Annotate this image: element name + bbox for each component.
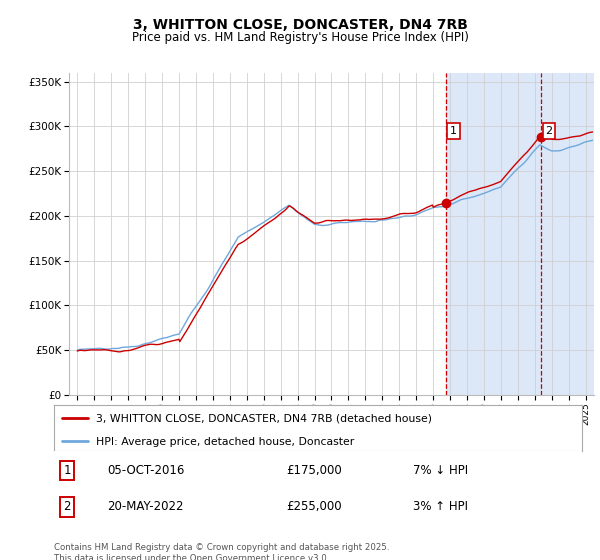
- Text: 2: 2: [545, 126, 553, 136]
- Text: Contains HM Land Registry data © Crown copyright and database right 2025.
This d: Contains HM Land Registry data © Crown c…: [54, 543, 389, 560]
- Text: 1: 1: [64, 464, 71, 477]
- Text: 3% ↑ HPI: 3% ↑ HPI: [413, 500, 468, 514]
- Text: 2: 2: [64, 500, 71, 514]
- Bar: [446, 73, 541, 395]
- Text: 1: 1: [450, 126, 457, 136]
- Text: 05-OCT-2016: 05-OCT-2016: [107, 464, 184, 477]
- Text: 20-MAY-2022: 20-MAY-2022: [107, 500, 184, 514]
- Text: 7% ↓ HPI: 7% ↓ HPI: [413, 464, 468, 477]
- Text: HPI: Average price, detached house, Doncaster: HPI: Average price, detached house, Donc…: [96, 437, 355, 447]
- Text: £175,000: £175,000: [286, 464, 342, 477]
- Text: 3, WHITTON CLOSE, DONCASTER, DN4 7RB: 3, WHITTON CLOSE, DONCASTER, DN4 7RB: [133, 18, 467, 32]
- Text: £255,000: £255,000: [286, 500, 342, 514]
- Text: Price paid vs. HM Land Registry's House Price Index (HPI): Price paid vs. HM Land Registry's House …: [131, 31, 469, 44]
- Text: 3, WHITTON CLOSE, DONCASTER, DN4 7RB (detached house): 3, WHITTON CLOSE, DONCASTER, DN4 7RB (de…: [96, 414, 432, 424]
- Bar: [541, 73, 596, 395]
